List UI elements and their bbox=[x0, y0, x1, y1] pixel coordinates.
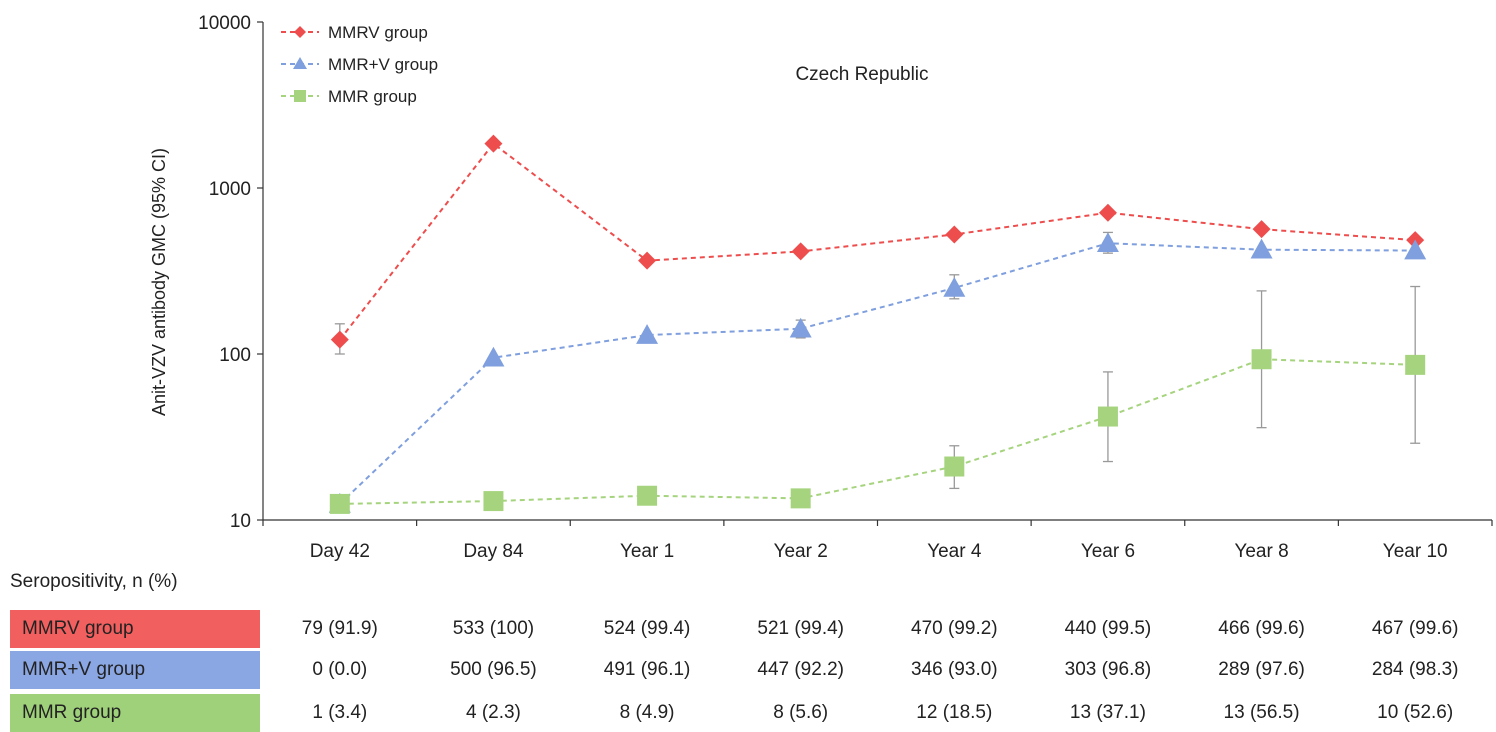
mmrv-group-point bbox=[1252, 220, 1271, 239]
line-chart: 10 100 1000 10000 Day 42 Day 84 Year 1 Year 2 Ye… bbox=[149, 13, 1493, 562]
x-tick-label: Year 10 bbox=[1383, 541, 1448, 562]
mmr-v-group-point bbox=[1096, 232, 1119, 253]
table-cell: 4 (2.3) bbox=[465, 702, 521, 723]
table-cell: 8 (5.6) bbox=[773, 702, 829, 723]
table-cell: 284 (98.3) bbox=[1371, 659, 1459, 680]
mmrv-group-point bbox=[945, 225, 964, 244]
table-cell: 470 (99.2) bbox=[911, 618, 998, 639]
table-cell: 524 (99.4) bbox=[603, 618, 691, 639]
table-cell: 500 (96.5) bbox=[450, 659, 537, 680]
legend-item-mmr-v-group: MMR+V group bbox=[281, 55, 438, 74]
table-cell: 491 (96.1) bbox=[603, 659, 691, 680]
legend-marker bbox=[293, 57, 307, 69]
mmr-group-point bbox=[1405, 354, 1426, 375]
table-cell: 1 (3.4) bbox=[312, 702, 368, 723]
table-cell: 447 (92.2) bbox=[757, 659, 844, 680]
mmr-v-group-point bbox=[1250, 238, 1273, 259]
mmr-group-point bbox=[944, 456, 965, 477]
x-tick-label: Year 1 bbox=[620, 541, 674, 562]
mmr-group-point bbox=[790, 488, 811, 509]
y-tick-label: 10 bbox=[230, 511, 251, 532]
x-tick-label: Year 8 bbox=[1234, 541, 1288, 562]
table-cell: 303 (96.8) bbox=[1064, 659, 1152, 680]
legend-marker bbox=[294, 90, 306, 102]
mmrv-group-point bbox=[638, 251, 657, 270]
mmr-v-group-point bbox=[636, 324, 659, 344]
x-tick-label: Year 6 bbox=[1081, 541, 1135, 562]
mmrv-group-point bbox=[484, 134, 503, 153]
x-tick-label: Day 42 bbox=[310, 541, 370, 562]
table-cell: 521 (99.4) bbox=[757, 618, 844, 639]
legend-label: MMR group bbox=[328, 87, 417, 106]
mmr-group-point bbox=[1097, 406, 1118, 427]
mmr-group-point bbox=[329, 493, 350, 514]
y-axis-title: Anit-VZV antibody GMC (95% CI) bbox=[149, 148, 169, 416]
y-tick-label: 10000 bbox=[198, 13, 251, 34]
table-cell: 79 (91.9) bbox=[301, 618, 378, 639]
table-cell: 289 (97.6) bbox=[1218, 659, 1305, 680]
table-row: MMR+V group 0 (0.0) 500 (96.5) 491 (96.1) 44… bbox=[0, 651, 1496, 689]
seropositivity-table-header: Seropositivity, n (%) bbox=[10, 571, 178, 592]
x-tick-label: Day 84 bbox=[463, 541, 524, 562]
table-cell: 12 (18.5) bbox=[916, 702, 993, 723]
legend-item-mmr-group: MMR group bbox=[281, 87, 417, 106]
table-cell: 466 (99.6) bbox=[1218, 618, 1305, 639]
mmr-group-point bbox=[1251, 349, 1272, 370]
table-cell: 13 (56.5) bbox=[1223, 702, 1300, 723]
y-tick-label: 100 bbox=[219, 345, 251, 366]
chart-title: Czech Republic bbox=[795, 64, 928, 85]
legend-marker bbox=[294, 26, 306, 38]
table-cell: 10 (52.6) bbox=[1377, 702, 1454, 723]
legend-label: MMR+V group bbox=[328, 55, 438, 74]
table-cell: 440 (99.5) bbox=[1064, 618, 1152, 639]
table-row-label: MMR+V group bbox=[10, 651, 260, 689]
table-cell: 13 (37.1) bbox=[1069, 702, 1146, 723]
table-row-label: MMRV group bbox=[10, 610, 260, 648]
mmrv-group-point bbox=[791, 242, 810, 261]
mmr-v-group-point bbox=[482, 346, 505, 367]
mmr-v-group-line bbox=[339, 242, 1416, 505]
y-tick-label: 1000 bbox=[209, 179, 251, 200]
legend-label: MMRV group bbox=[328, 23, 428, 42]
mmrv-group-point bbox=[1098, 203, 1117, 222]
mmr-group-line bbox=[339, 358, 1416, 505]
table-cell: 467 (99.6) bbox=[1371, 618, 1459, 639]
mmr-group-point bbox=[483, 491, 504, 512]
table-cell: 0 (0.0) bbox=[312, 659, 368, 680]
table-row: MMR group 1 (3.4) 4 (2.3) 8 (4.9) 8 (5.6) 12 … bbox=[0, 694, 1496, 732]
mmr-group-point bbox=[637, 485, 658, 506]
x-tick-label: Year 2 bbox=[774, 541, 828, 562]
legend: MMRV group MMR+V group MMR group bbox=[281, 23, 438, 106]
legend-item-mmrv-group: MMRV group bbox=[281, 23, 428, 42]
mmrv-group-line bbox=[339, 142, 1416, 341]
mmr-v-group-point bbox=[789, 317, 812, 338]
table-row: MMRV group 79 (91.9) 533 (100) 524 (99.4) 52… bbox=[0, 610, 1496, 648]
table-cell: 533 (100) bbox=[452, 618, 535, 639]
table-cell: 8 (4.9) bbox=[619, 702, 675, 723]
table-cell: 346 (93.0) bbox=[911, 659, 998, 680]
mmr-v-group-point bbox=[943, 276, 966, 297]
mmr-v-group-point bbox=[1404, 239, 1427, 260]
table-row-label: MMR group bbox=[10, 694, 260, 732]
x-tick-label: Year 4 bbox=[927, 541, 982, 562]
mmrv-group-point bbox=[330, 330, 349, 349]
